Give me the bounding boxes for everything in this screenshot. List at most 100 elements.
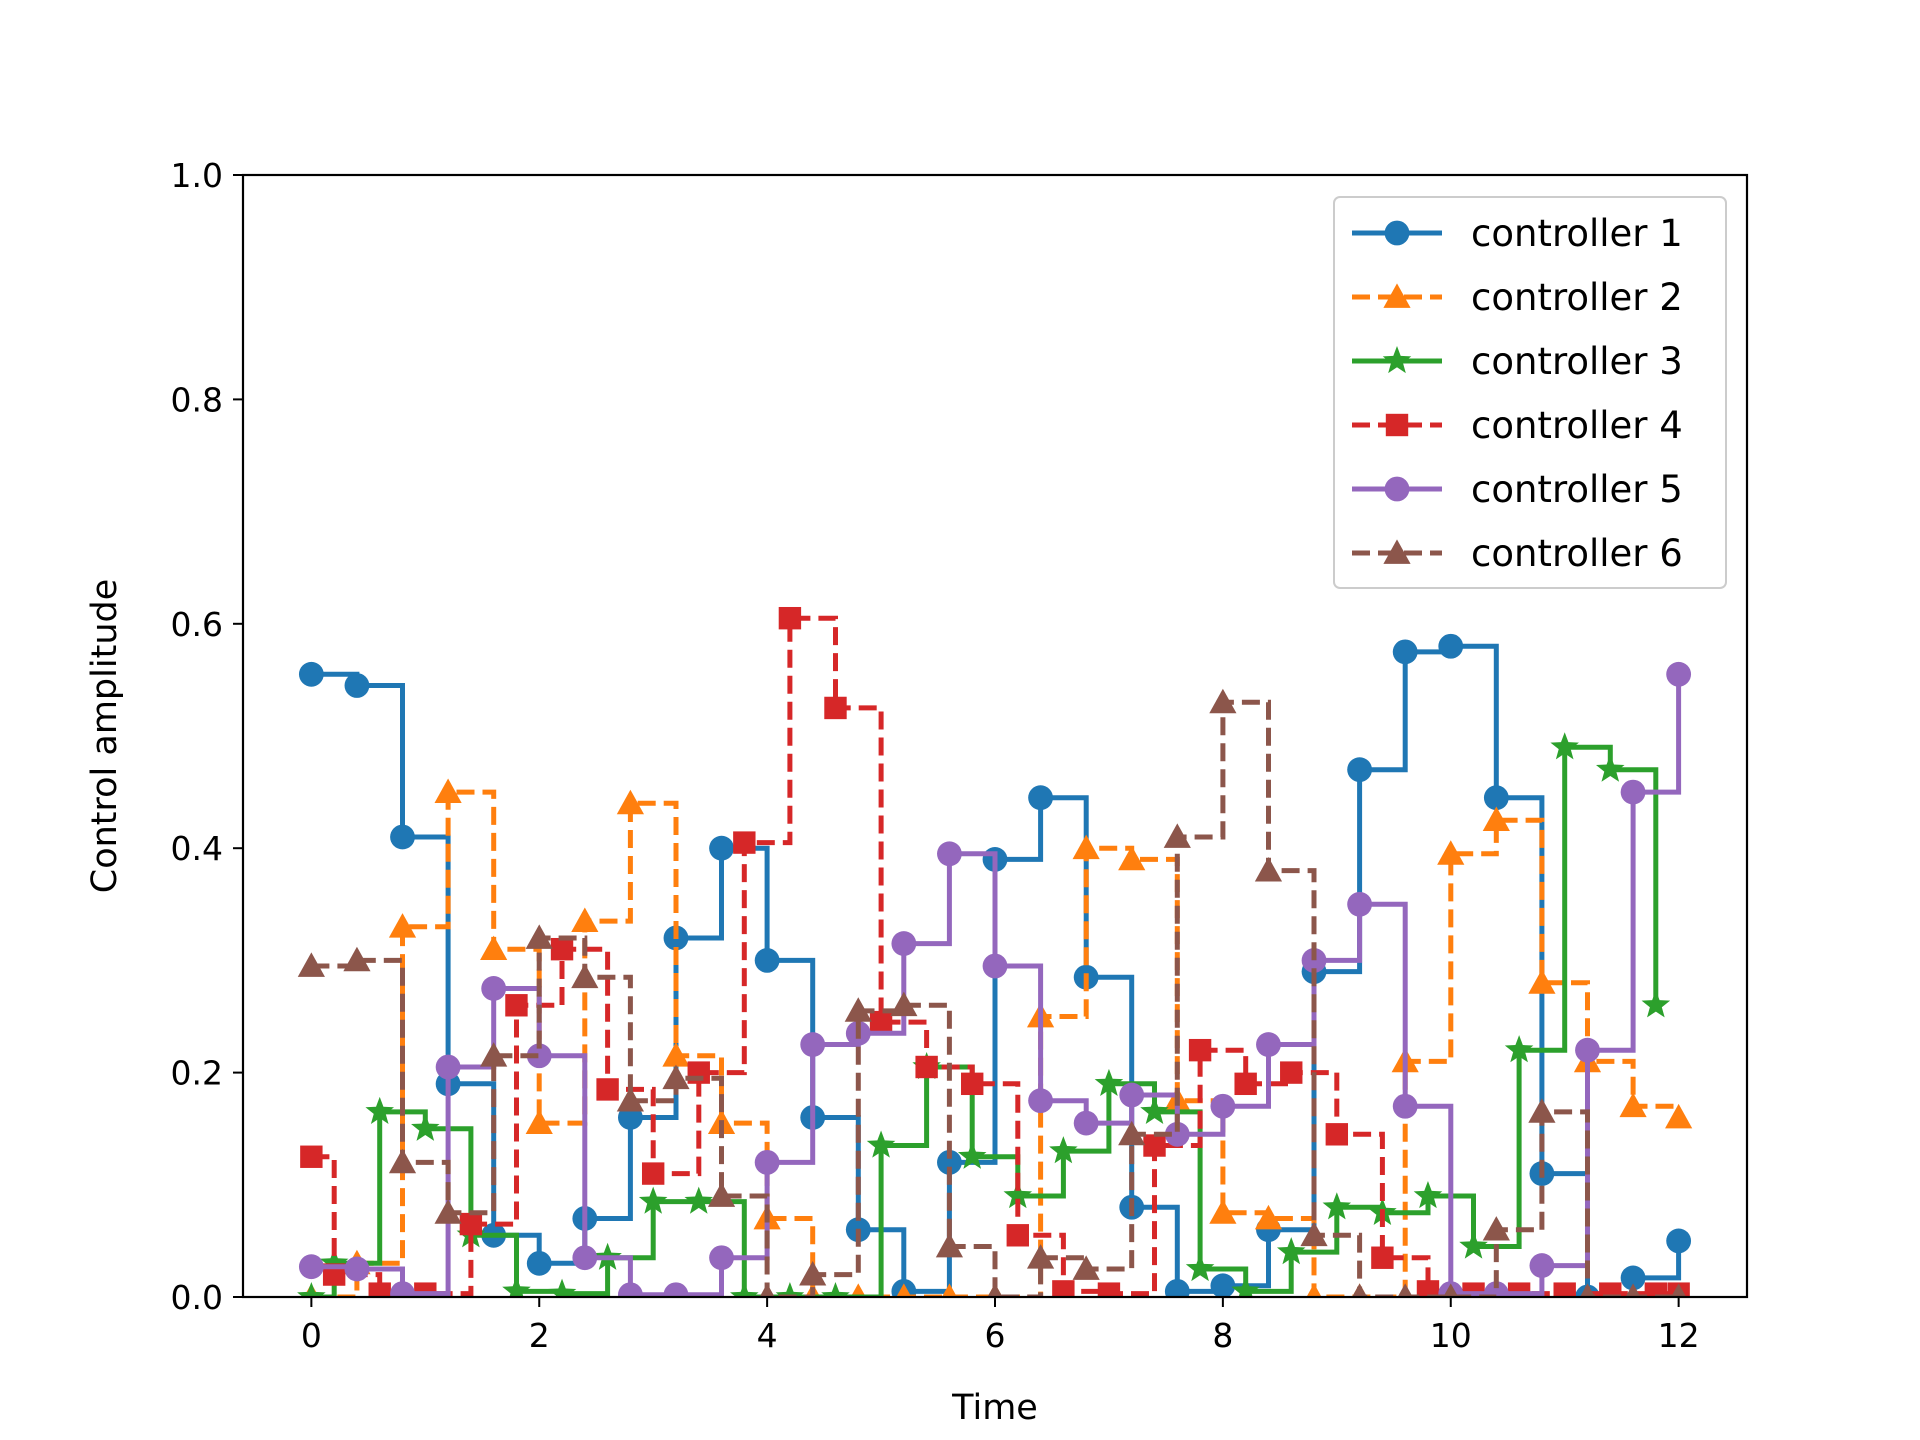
legend-box <box>1333 196 1727 589</box>
legend-marker <box>1384 220 1410 246</box>
data-point <box>800 1032 826 1057</box>
data-point <box>799 1260 827 1286</box>
data-point <box>1438 633 1464 659</box>
data-point <box>1097 1282 1121 1297</box>
legend-entry: controller 4 <box>1352 404 1683 447</box>
data-point <box>344 673 370 698</box>
data-point <box>1006 1224 1029 1247</box>
data-point <box>1443 1283 1459 1297</box>
data-point <box>616 1087 644 1112</box>
y-tick-label: 0.4 <box>171 829 223 868</box>
data-point <box>1482 806 1510 832</box>
series-controller-6 <box>297 688 1687 1297</box>
legend-marker <box>1383 283 1411 308</box>
data-point <box>1596 754 1625 782</box>
data-point <box>1619 1092 1647 1118</box>
data-point <box>1322 1192 1352 1220</box>
data-point <box>709 1245 734 1271</box>
data-point <box>1028 1088 1053 1114</box>
legend-label: controller 4 <box>1471 404 1683 447</box>
series-group <box>297 606 1693 1297</box>
data-point <box>411 1113 440 1141</box>
data-point <box>1625 1283 1641 1297</box>
data-point <box>935 1232 964 1258</box>
x-tick-label: 0 <box>301 1316 322 1355</box>
data-point <box>1392 1093 1418 1119</box>
data-point <box>1550 732 1579 760</box>
data-point <box>1072 1255 1100 1280</box>
data-point <box>1437 840 1465 865</box>
data-point <box>344 1256 370 1282</box>
data-point <box>1620 1265 1646 1291</box>
data-point <box>890 991 918 1017</box>
data-point <box>526 1043 552 1069</box>
data-point <box>937 841 962 867</box>
data-point <box>390 824 415 850</box>
data-point <box>1049 1136 1078 1164</box>
data-point <box>1164 1121 1190 1147</box>
data-point <box>365 1096 394 1125</box>
legend-label: controller 3 <box>1471 340 1683 383</box>
legend-marker <box>1385 413 1409 437</box>
data-point <box>298 1254 324 1280</box>
x-axis-label: Time <box>951 1388 1038 1428</box>
data-point <box>733 831 756 854</box>
data-point <box>1073 1110 1099 1136</box>
data-point <box>869 1010 893 1034</box>
data-point <box>300 1145 323 1168</box>
data-point <box>641 1162 665 1185</box>
data-point <box>1306 1283 1322 1297</box>
data-point <box>1280 1061 1303 1084</box>
data-point <box>616 789 644 815</box>
data-point <box>596 1078 619 1101</box>
data-point <box>937 1149 962 1175</box>
data-point <box>1483 1281 1509 1297</box>
x-tick-label: 10 <box>1430 1316 1472 1355</box>
plot-area <box>297 606 1693 1297</box>
legend-entry: controller 2 <box>1352 276 1683 319</box>
data-point <box>941 1283 957 1297</box>
legend-marker <box>1383 539 1411 564</box>
data-point <box>1644 1282 1668 1297</box>
x-tick-label: 2 <box>529 1316 550 1355</box>
data-point <box>343 946 371 972</box>
data-point <box>684 1186 714 1214</box>
data-point <box>844 997 872 1022</box>
legend-entry: controller 3 <box>1352 340 1683 383</box>
data-point <box>662 1064 690 1090</box>
data-point <box>481 976 507 1001</box>
data-point <box>1094 1068 1124 1096</box>
x-tick-label: 8 <box>1212 1316 1233 1355</box>
data-point <box>754 948 780 973</box>
data-point <box>1371 1246 1394 1269</box>
data-point <box>480 1042 508 1067</box>
data-point <box>459 1212 483 1236</box>
legend-marker <box>1382 346 1412 374</box>
legend-label: controller 1 <box>1471 212 1683 255</box>
x-tick-label: 4 <box>757 1316 778 1355</box>
axes: 0 2 4 6 8 10 12 0.0 0.2 0.4 0.6 0.8 1.0 <box>171 156 1749 1355</box>
legend-entry: controller 5 <box>1352 468 1683 511</box>
data-point <box>525 1109 553 1134</box>
y-tick-label: 0.8 <box>171 380 223 419</box>
data-point <box>1529 1253 1555 1278</box>
data-point <box>1397 1283 1413 1297</box>
data-point <box>709 835 734 861</box>
data-point <box>730 1282 759 1297</box>
y-tick-label: 1.0 <box>171 156 223 195</box>
data-point <box>663 1282 689 1297</box>
data-point <box>547 1278 577 1297</box>
data-point <box>617 1282 643 1297</box>
data-point <box>1003 1181 1033 1209</box>
data-point <box>1666 1228 1692 1254</box>
data-point <box>1072 834 1100 860</box>
data-point <box>526 1250 552 1276</box>
data-point <box>1028 785 1053 811</box>
data-point <box>505 994 528 1017</box>
x-tick-label: 12 <box>1658 1316 1700 1355</box>
y-tick-label: 0.6 <box>171 605 223 644</box>
data-point <box>759 1283 775 1297</box>
data-point <box>1325 1123 1349 1146</box>
data-point <box>1143 1134 1166 1157</box>
